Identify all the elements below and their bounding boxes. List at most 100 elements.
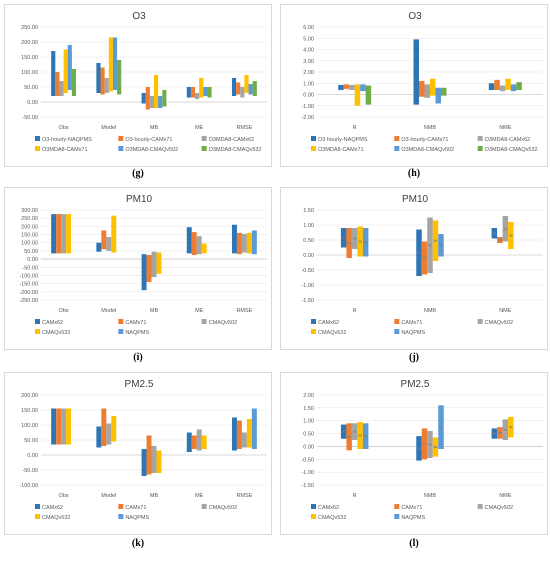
x-tick-label: Model <box>101 125 116 131</box>
y-tick-label: -100.00 <box>19 273 38 279</box>
bar-marker <box>439 425 443 429</box>
y-tick-label: 6.00 <box>303 25 314 31</box>
bar <box>201 435 207 449</box>
legend-label: CMAQv502 <box>209 320 237 326</box>
x-tick-label: NMB <box>424 308 437 314</box>
bar <box>231 224 237 254</box>
legend-label: CAMx62 <box>318 505 339 511</box>
bar <box>100 67 105 95</box>
bar <box>236 82 241 95</box>
bar-marker <box>341 430 346 433</box>
bar-marker <box>492 231 497 235</box>
bar <box>505 78 511 90</box>
legend-swatch <box>394 319 400 324</box>
chart-panel-l: PM2.5 -1.50 -1.00 -0.50 0.00 0.50 1.00 1.50 2.00… <box>280 372 548 535</box>
legend-swatch <box>311 146 316 151</box>
bar <box>106 237 112 251</box>
bar <box>61 408 67 445</box>
y-tick-label: 250.00 <box>21 216 38 222</box>
legend-swatch <box>311 319 316 324</box>
y-tick-label: 0.00 <box>27 257 38 263</box>
legend-label: NAQPMS <box>125 515 149 521</box>
x-tick-label: NME <box>499 493 512 499</box>
x-tick-label: NMB <box>424 493 437 499</box>
y-tick-label: 150.00 <box>21 55 38 61</box>
legend-label: O3MDA8-CAMx71 <box>42 147 88 153</box>
bar <box>66 408 72 445</box>
bar <box>207 87 212 98</box>
legend-label: O3MDA8-CMAQv502 <box>401 147 454 153</box>
legend-swatch <box>394 514 400 519</box>
bar-marker <box>428 443 432 446</box>
bar <box>51 51 56 96</box>
y-tick-label: 1.00 <box>303 419 314 425</box>
legend-swatch <box>118 504 124 509</box>
bar <box>61 214 67 254</box>
y-tick-label: -0.50 <box>301 457 314 463</box>
x-tick-label: NMB <box>424 125 437 131</box>
legend-swatch <box>118 319 124 324</box>
bar-marker <box>433 239 438 243</box>
legend-swatch <box>201 136 207 141</box>
legend-label: CMAQv532 <box>42 330 70 336</box>
bar <box>56 214 62 254</box>
bar <box>101 408 107 446</box>
x-tick-label: R <box>353 308 357 314</box>
bar-marker <box>347 435 352 439</box>
legend-label: O3MDA8-CAMx71 <box>318 147 364 153</box>
legend-swatch <box>118 146 124 151</box>
legend-label: CAMx71 <box>401 320 422 326</box>
x-tick-label: Obs <box>59 493 69 499</box>
bar-marker <box>358 434 363 437</box>
legend-swatch <box>201 146 207 151</box>
bar-marker <box>358 240 363 243</box>
bar <box>244 75 249 93</box>
bar <box>246 419 252 448</box>
y-tick-label: 2.00 <box>303 393 314 399</box>
bar <box>251 408 257 449</box>
bar-marker <box>497 431 502 435</box>
chart-title: PM10 <box>126 194 153 205</box>
y-tick-label: -50.00 <box>22 468 38 474</box>
y-tick-label: 0.00 <box>303 93 314 99</box>
bar <box>156 252 162 274</box>
y-tick-label: -50.00 <box>22 115 38 121</box>
bar <box>141 449 147 476</box>
bar <box>186 432 192 452</box>
chart-h-svg: O3 -2.00 -1.00 0.00 1.00 2.00 3.00 4.00 5.00 6.00… <box>301 11 543 153</box>
bar <box>236 232 242 255</box>
bar <box>248 84 253 95</box>
y-tick-label: 50.00 <box>24 249 38 255</box>
y-tick-label: -1.50 <box>301 483 314 489</box>
x-tick-label: R <box>353 493 357 499</box>
legend-swatch <box>477 146 483 151</box>
legend-label: O3 hourly-NAQPMS <box>318 137 368 143</box>
chart-title: O3 <box>408 11 422 22</box>
x-tick-label: MB <box>150 308 159 314</box>
y-tick-label: -1.00 <box>301 104 314 110</box>
y-tick-label: 150.00 <box>21 233 38 239</box>
bar-marker <box>492 432 497 435</box>
bar <box>186 227 192 254</box>
legend-swatch <box>35 319 40 324</box>
bar <box>67 45 72 90</box>
bar <box>51 214 57 254</box>
bar <box>203 87 208 96</box>
bar <box>252 81 257 96</box>
y-tick-label: 3.00 <box>303 59 314 65</box>
legend-label: O3-hourly-CAMx71 <box>125 137 172 143</box>
y-tick-label: 5.00 <box>303 36 314 42</box>
y-tick-label: 1.00 <box>303 223 314 229</box>
bar <box>51 408 57 445</box>
caption-j: (j) <box>409 352 419 363</box>
bar <box>246 232 252 254</box>
caption-l: (l) <box>409 538 419 549</box>
x-tick-label: RMSE <box>236 493 252 499</box>
legend-swatch <box>118 136 124 141</box>
y-tick-label: 4.00 <box>303 48 314 54</box>
y-tick-label: 200.00 <box>21 393 38 399</box>
legend-swatch <box>35 514 40 519</box>
y-tick-label: 0.50 <box>303 432 314 438</box>
legend-label: O3-hourly-CAMx71 <box>401 137 448 143</box>
bar <box>101 230 107 250</box>
